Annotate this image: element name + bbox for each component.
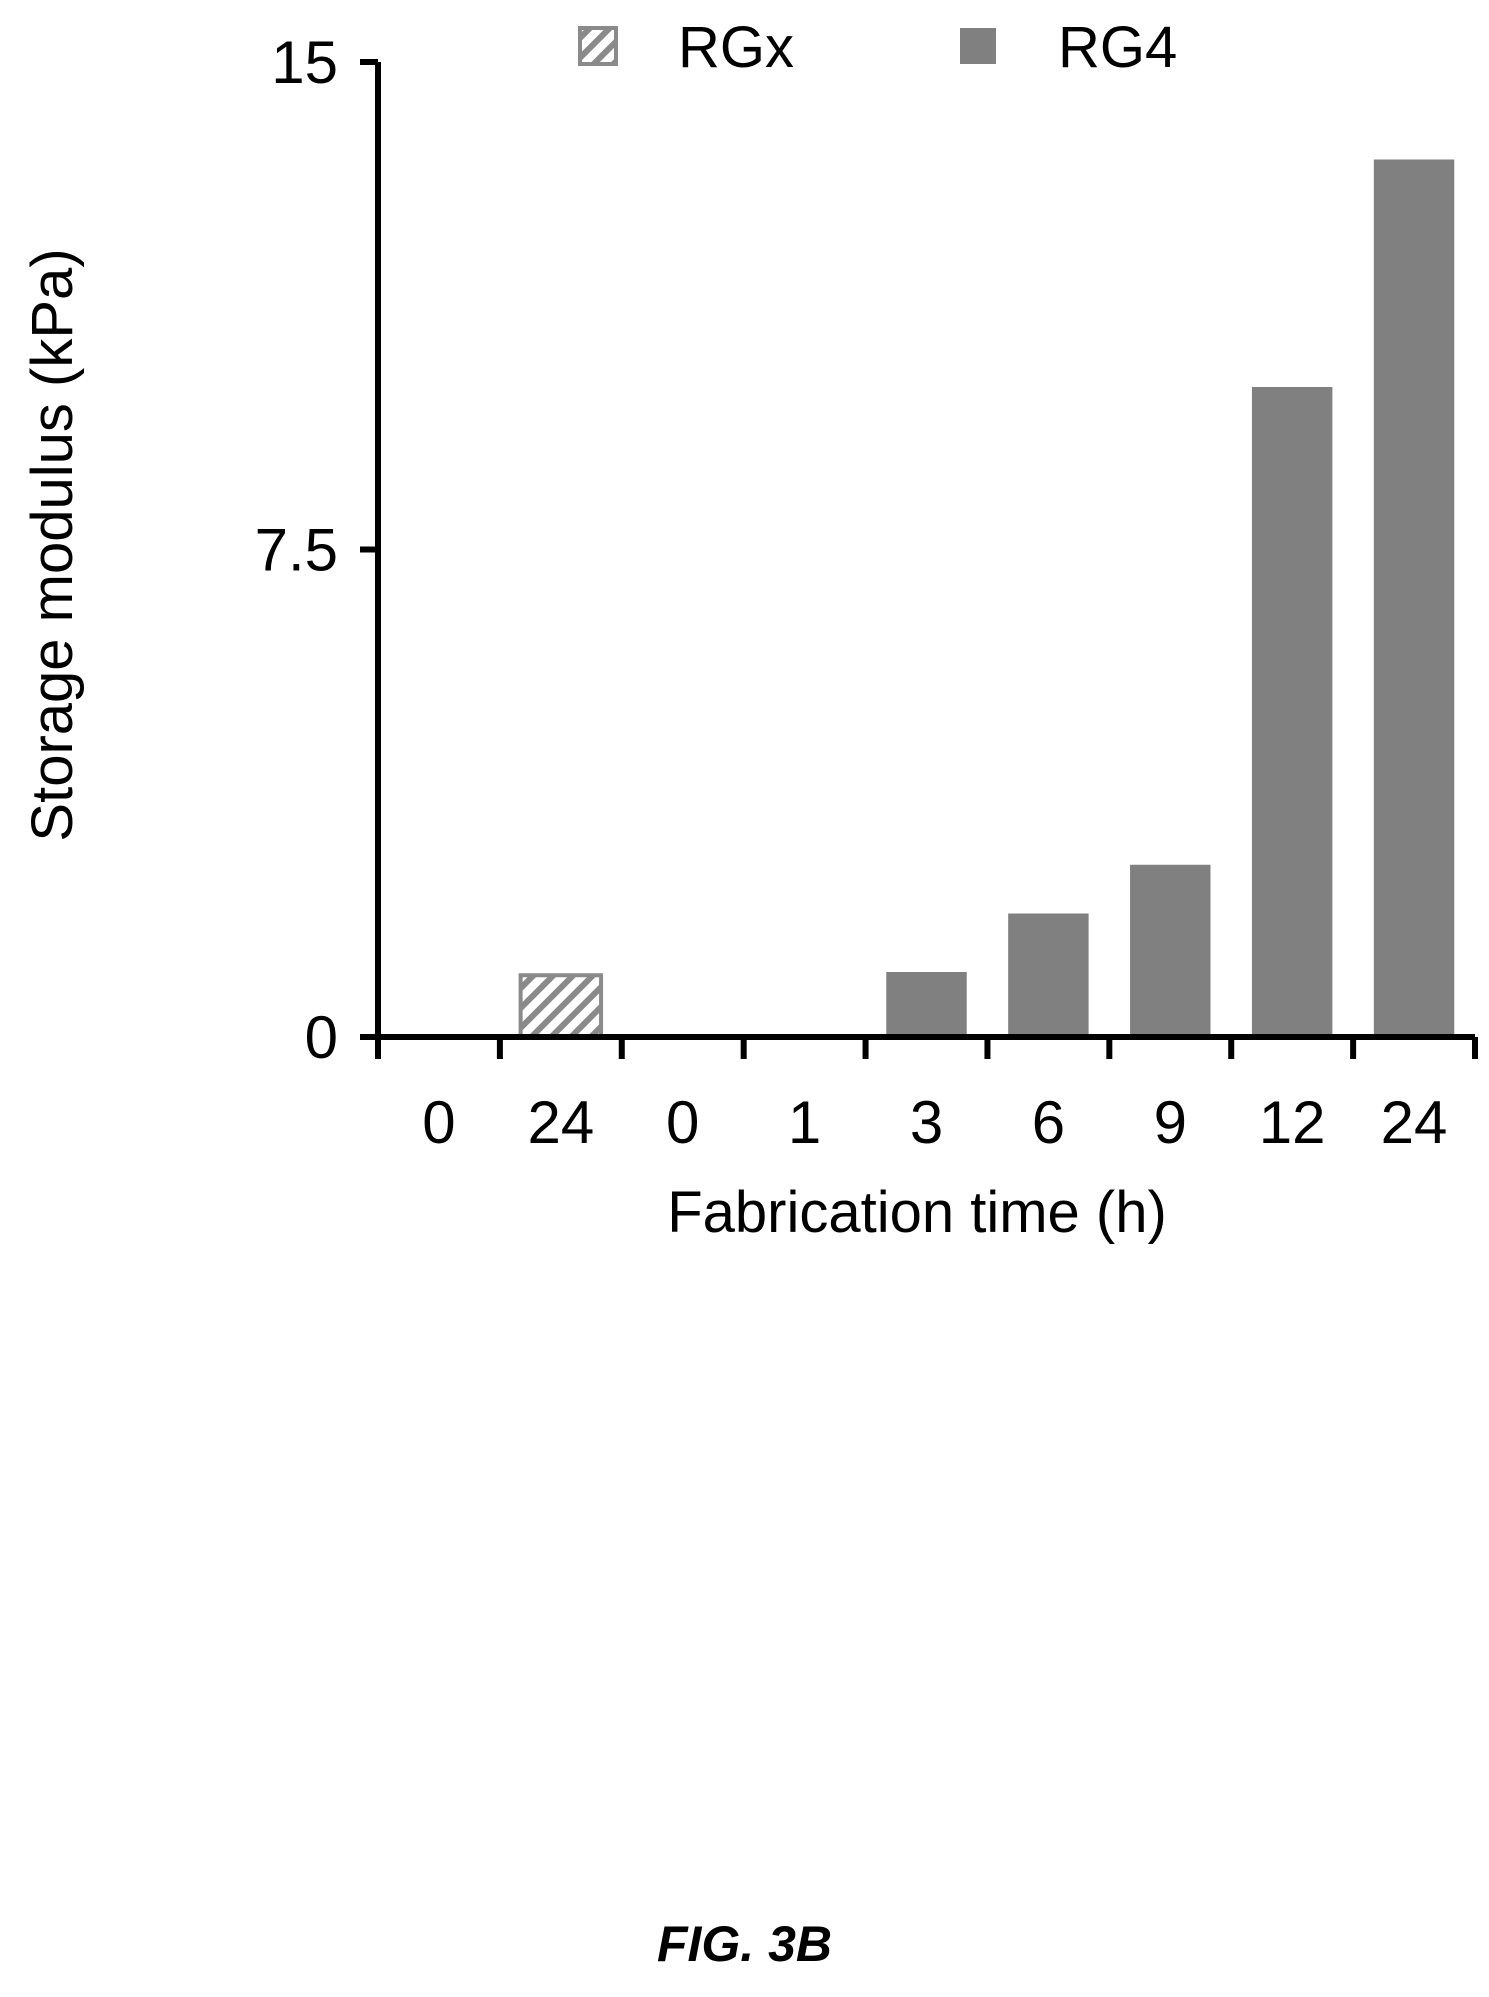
y-ticks-group: 0 7.5 15	[255, 29, 378, 1071]
x-tick-label: 3	[910, 1089, 943, 1156]
bar-rg4-3	[886, 972, 967, 1037]
x-ticks-group: 0 24 0 1 3 6 9 12 24	[375, 1037, 1478, 1156]
x-tick-label: 0	[666, 1089, 699, 1156]
bar-rg4-6	[1008, 913, 1089, 1037]
y-tick-label: 7.5	[255, 517, 338, 584]
x-tick-label: 12	[1259, 1089, 1326, 1156]
bar-rg4-12	[1251, 387, 1333, 1037]
legend-label-rgx: RGx	[678, 15, 794, 80]
legend-label-rg4: RG4	[1058, 15, 1177, 80]
x-tick-label: 24	[1381, 1089, 1448, 1156]
bars-group	[518, 159, 1455, 1039]
y-tick-label: 0	[305, 1004, 338, 1071]
figure-caption: FIG. 3B	[656, 1916, 833, 1972]
x-axis-title: Fabrication time (h)	[667, 1180, 1167, 1245]
x-tick-label: 6	[1032, 1089, 1065, 1156]
y-tick-label: 15	[271, 29, 338, 96]
y-axis-title: Storage modulus (kPa)	[20, 248, 85, 841]
bar-rg4-24	[1373, 159, 1455, 1037]
legend-swatch-rgx	[578, 26, 618, 66]
legend-swatch-rg4	[960, 28, 996, 64]
x-tick-label: 9	[1154, 1089, 1187, 1156]
legend: RGx RG4	[578, 15, 1177, 80]
x-tick-label: 1	[788, 1089, 821, 1156]
bar-rgx-24	[518, 973, 604, 1039]
bar-rg4-9	[1130, 864, 1211, 1037]
x-tick-label: 0	[422, 1089, 455, 1156]
x-tick-label: 24	[527, 1089, 594, 1156]
